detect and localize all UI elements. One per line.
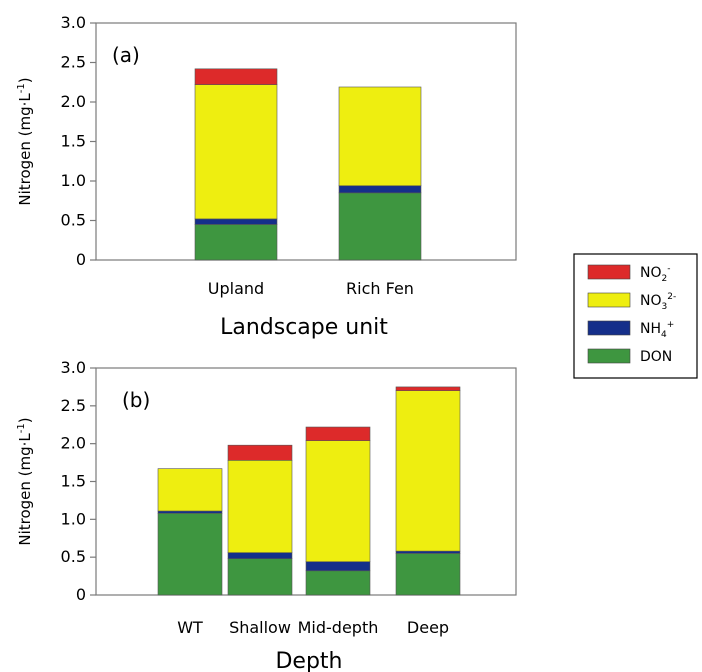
bar-segment-nh4 [305,561,371,572]
y-tick-label: 0 [76,585,86,604]
y-axis-title: Nitrogen (mg·L-1) [16,77,34,205]
panel-label: (b) [122,388,150,412]
bar-segment-no3 [338,86,422,187]
y-tick-label: 2.0 [61,434,86,453]
x-category-label: Rich Fen [346,279,414,298]
y-tick-label: 0.5 [61,547,86,566]
chart-panel-b: 0 0.5 1.0 1.5 2.0 2.5 3.0 WT Shallow Mid-depth Dee… [16,358,517,672]
bar-segment-don [194,224,278,261]
legend: NO2- NO32- NH4+ DON [573,253,698,379]
bar-segment-nh4 [157,510,223,514]
legend-swatch [587,320,631,336]
y-axis-title: Nitrogen (mg·L-1) [16,417,34,545]
legend-swatch [587,348,631,364]
y-tick-label: 2.5 [61,53,86,72]
bar-segment-no3 [194,84,278,220]
bar-segment-no2 [227,444,293,461]
legend-label: NH4+ [640,320,674,340]
x-category-label: WT [177,618,203,637]
y-tick-label: 1.0 [61,171,86,190]
legend-swatch [587,292,631,308]
panel-label: (a) [112,43,140,67]
x-category-label: Mid-depth [298,618,379,637]
bar-segment-nh4 [338,185,422,194]
chart-panel-a: 0 0.5 1.0 1.5 2.0 2.5 3.0 Upland Rich Fen (a) Land… [16,13,517,340]
y-tick-label: 1.5 [61,472,86,491]
bar-segment-don [305,570,371,596]
bar-segment-no3 [157,468,223,512]
y-tick-label: 3.0 [61,13,86,32]
y-tick-label: 3.0 [61,358,86,377]
y-tick-label: 1.0 [61,509,86,528]
bar-segment-nh4 [395,550,461,554]
x-category-label: Deep [407,618,449,637]
x-axis-title: Depth [275,649,342,672]
bar-segment-don [227,558,293,596]
x-category-label: Upland [208,279,264,298]
bar-segment-don [338,192,422,261]
bar-segment-no2 [395,386,461,391]
bar-segment-no3 [305,440,371,563]
legend-label: DON [640,349,672,365]
bar-segment-nh4 [227,552,293,559]
bar-segment-don [157,512,223,596]
x-axis-title: Landscape unit [220,315,388,340]
legend-label: NO32- [640,292,676,312]
legend-swatch [587,264,631,280]
x-category-label: Shallow [229,618,291,637]
legend-label: NO2- [640,264,670,284]
y-tick-label: 0.5 [61,211,86,230]
bar-segment-no3 [395,390,461,552]
y-tick-label: 2.5 [61,396,86,415]
y-tick-label: 1.5 [61,132,86,151]
bar-segment-don [395,553,461,596]
y-tick-label: 2.0 [61,92,86,111]
bar-segment-no3 [227,460,293,553]
bar-segment-nh4 [194,218,278,225]
plot-frame [95,22,517,261]
bar-segment-no2 [194,68,278,85]
bar-segment-no2 [305,426,371,441]
y-tick-label: 0 [76,250,86,269]
